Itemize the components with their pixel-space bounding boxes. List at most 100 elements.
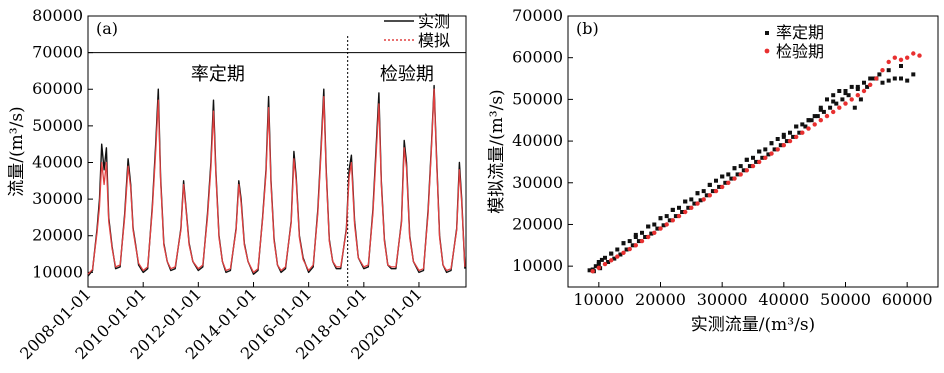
scatter-point-calibration (646, 224, 651, 229)
legend-marker-validation (764, 48, 770, 54)
scatter-point-validation (707, 193, 712, 198)
panel-b-plot-frame (567, 15, 939, 288)
scatter-point-calibration (846, 93, 851, 98)
panel-a: 10000 20000 30000 40000 50000 60000 70000 80000… (7, 6, 467, 363)
scatter-point-calibration (818, 107, 823, 112)
scatter-point-validation (652, 230, 657, 235)
panel-b-y-tick-label: 10000 (512, 256, 563, 275)
scatter-point-validation (627, 246, 632, 252)
scatter-point-validation (750, 163, 756, 169)
scatter-point-calibration (784, 139, 789, 144)
scatter-point-validation (800, 130, 805, 135)
scatter-point-calibration (899, 76, 903, 81)
scatter-point-calibration (806, 118, 811, 123)
panel-a-y-axis: 10000 20000 30000 40000 50000 60000 70000 80000 (32, 6, 93, 281)
scatter-point-validation (701, 197, 706, 202)
scatter-point-validation (781, 143, 786, 148)
scatter-point-calibration (658, 216, 663, 221)
scatter-point-calibration (843, 91, 848, 96)
scatter-point-calibration (680, 210, 685, 214)
scatter-point-validation (843, 101, 848, 106)
scatter-point-calibration (612, 256, 617, 261)
panel-a-legend: 实测 模拟 (384, 12, 450, 50)
panel-a-y-tick-label: 60000 (32, 79, 83, 98)
scatter-point-calibration (661, 223, 666, 228)
scatter-point-validation (633, 243, 638, 248)
scatter-point-validation (639, 238, 645, 244)
scatter-point-validation (892, 55, 897, 60)
panel-b-x-tick-label: 30000 (697, 290, 748, 309)
period-label-validation: 检验期 (380, 64, 434, 85)
scatter-point-calibration (735, 172, 740, 177)
scatter-point-validation (818, 118, 823, 123)
scatter-point-calibration (809, 118, 814, 123)
scatter-point-validation (868, 82, 873, 88)
scatter-point-calibration (717, 184, 722, 189)
scatter-point-calibration (603, 255, 607, 260)
scatter-point-calibration (754, 159, 759, 164)
scatter-point-calibration (763, 147, 768, 152)
scatter-point-calibration (633, 232, 638, 237)
panel-b-y-axis-label: 模拟流量/(m³/s) (487, 89, 507, 213)
panel-b-series (587, 51, 922, 274)
scatter-point-calibration (689, 197, 694, 202)
panel-b-y-axis: 10000 20000 30000 40000 50000 60000 70000 (512, 6, 573, 275)
panel-a-x-axis: 2008-01-012010-01-012012-01-012014-01-01… (16, 282, 426, 363)
scatter-point-calibration (852, 105, 857, 110)
panel-b-y-tick-label: 40000 (512, 131, 563, 150)
scatter-point-calibration (698, 198, 703, 203)
scatter-point-validation (609, 258, 614, 263)
scatter-point-calibration (695, 191, 700, 196)
scatter-point-calibration (640, 230, 644, 235)
panel-b-x-tick-label: 40000 (758, 290, 809, 309)
panel-b-x-tick-label: 50000 (820, 290, 871, 309)
panel-b-label: (b) (576, 19, 599, 38)
scatter-point-calibration (858, 97, 863, 102)
scatter-point-calibration (738, 164, 743, 169)
scatter-point-calibration (812, 114, 817, 119)
scatter-point-calibration (831, 99, 836, 104)
scatter-point-validation (837, 105, 842, 110)
scatter-point-calibration (778, 143, 783, 148)
scatter-point-calibration (618, 252, 623, 257)
scatter-point-calibration (849, 84, 854, 89)
scatter-point-calibration (723, 180, 728, 185)
scatter-point-calibration (707, 182, 712, 187)
scatter-point-calibration (868, 76, 873, 81)
scatter-point-calibration (655, 226, 660, 231)
scatter-point-validation (602, 261, 608, 267)
scatter-point-calibration (624, 247, 629, 252)
legend-label-validation: 检验期 (776, 42, 824, 61)
scatter-point-calibration (803, 124, 808, 129)
scatter-point-calibration (751, 155, 755, 160)
scatter-point-calibration (862, 80, 866, 85)
scatter-point-validation (905, 55, 910, 60)
scatter-point-calibration (800, 122, 805, 127)
scatter-point-calibration (683, 199, 688, 204)
scatter-point-calibration (704, 193, 709, 198)
panel-b-y-tick-label: 50000 (512, 89, 563, 108)
scatter-point-calibration (831, 93, 836, 98)
legend-label-simulated: 模拟 (418, 31, 450, 50)
scatter-point-calibration (686, 205, 691, 210)
scatter-point-calibration (729, 176, 734, 181)
scatter-point-calibration (781, 132, 786, 137)
scatter-point-calibration (886, 68, 891, 73)
scatter-point-calibration (673, 214, 678, 219)
scatter-point-calibration (828, 105, 833, 110)
scatter-point-calibration (643, 235, 648, 239)
panel-b-legend: 率定期 检验期 (764, 23, 824, 61)
scatter-point-validation (713, 188, 719, 194)
panel-b-y-tick-label: 20000 (512, 214, 563, 233)
panel-b: 10000 20000 30000 40000 50000 60000 70000 1000… (487, 6, 939, 335)
scatter-point-calibration (627, 239, 632, 244)
panel-b-x-tick-label: 10000 (573, 290, 624, 309)
scatter-point-calibration (692, 201, 697, 206)
scatter-point-validation (683, 209, 688, 215)
scatter-point-calibration (766, 152, 771, 157)
panel-a-y-tick-label: 50000 (32, 116, 83, 135)
scatter-point-calibration (794, 124, 799, 129)
scatter-point-validation (806, 126, 811, 131)
scatter-point-calibration (596, 262, 601, 267)
